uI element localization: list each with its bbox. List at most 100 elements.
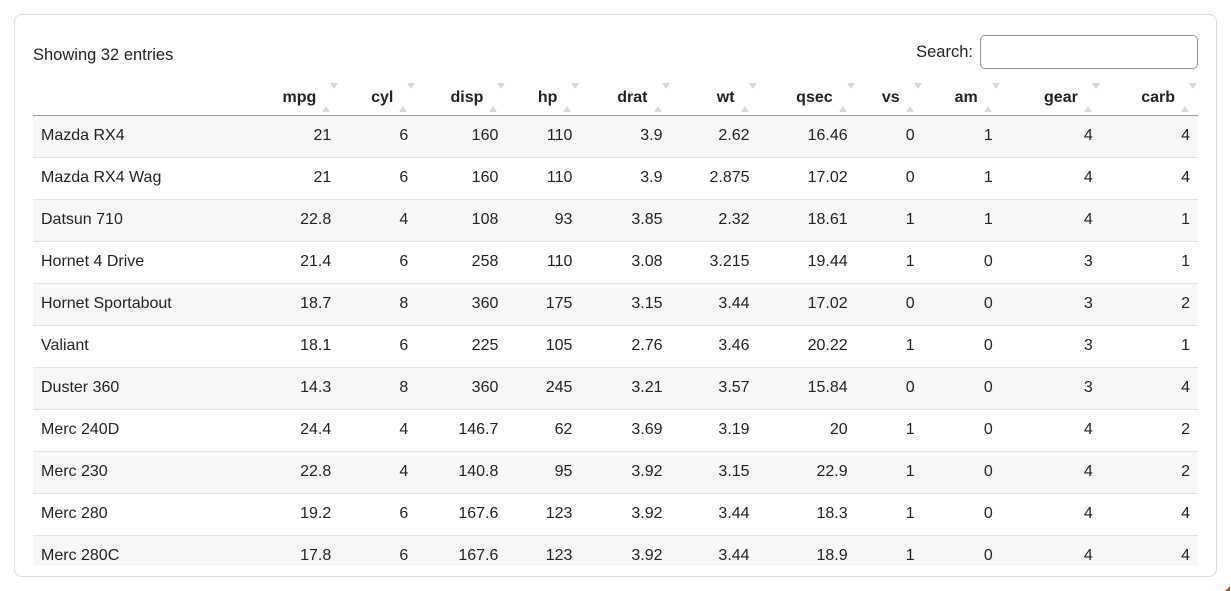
sort-desc-arrow-icon	[330, 82, 339, 106]
cell-mpg: 21	[255, 156, 340, 199]
sort-desc-arrow-icon	[1091, 82, 1100, 106]
cell-drat: 3.21	[580, 366, 671, 409]
cell-hp: 110	[546, 127, 573, 144]
cell-wt: 3.215	[670, 240, 758, 283]
row-name-cell: Mazda RX4 Wag	[33, 156, 256, 199]
cell-vs: 1	[855, 240, 923, 283]
cell-drat: 3.85	[580, 198, 671, 241]
cell-mpg: 18.1	[255, 324, 340, 367]
cell-carb: 1	[1100, 324, 1198, 367]
cell-qsec: 17.02	[757, 156, 856, 199]
search-input[interactable]	[980, 35, 1198, 69]
cell-disp: 108	[416, 198, 507, 241]
cell-qsec: 16.46	[807, 127, 848, 144]
cell-disp: 160	[471, 127, 499, 144]
cell-am: 1	[983, 127, 993, 144]
cell-cyl: 6	[399, 127, 409, 144]
cell-mpg: 17.8	[255, 534, 340, 566]
column-header-drat[interactable]: drat	[580, 79, 671, 116]
cell-carb: 2	[1100, 450, 1198, 493]
cell-drat: 3.9	[640, 127, 663, 144]
cell-gear: 3	[1000, 324, 1101, 367]
cell-qsec: 18.9	[757, 534, 856, 566]
cell-qsec: 20	[757, 408, 856, 451]
column-header-qsec[interactable]: qsec	[757, 79, 856, 116]
cell-gear: 3	[1000, 366, 1101, 409]
cell-gear: 3	[1000, 282, 1101, 325]
row-name-cell: Valiant	[33, 324, 256, 367]
sort-asc-arrow-icon	[653, 88, 662, 112]
cell-wt: 2.875	[670, 156, 758, 199]
table-scroll-region[interactable]: mpg cyl disp hp drat wt qsec vs am gear carb Mazda…	[33, 79, 1198, 566]
cell-cyl: 4	[339, 198, 417, 241]
column-header-cyl[interactable]: cyl	[339, 79, 417, 116]
cell-wt: 3.19	[670, 408, 758, 451]
row-name-cell: Mazda RX4	[41, 127, 125, 144]
cell-gear: 4	[1000, 408, 1101, 451]
cell-cyl: 8	[339, 282, 417, 325]
search-group: Search:	[916, 35, 1198, 69]
column-header-mpg[interactable]: mpg	[255, 79, 340, 116]
row-name-cell: Merc 280	[33, 492, 256, 535]
sort-asc-arrow-icon	[1083, 88, 1092, 112]
cell-am: 0	[922, 450, 1001, 493]
column-header-label: drat	[617, 88, 648, 106]
cell-disp: 225	[416, 324, 507, 367]
cell-drat: 3.92	[580, 492, 671, 535]
cell-cyl: 6	[339, 324, 417, 367]
column-header-hp[interactable]: hp	[506, 79, 581, 116]
search-label: Search:	[916, 42, 973, 61]
cell-wt: 3.57	[670, 366, 758, 409]
column-header-carb[interactable]: carb	[1100, 79, 1198, 116]
column-header-vs[interactable]: vs	[855, 79, 923, 116]
cell-disp: 167.6	[416, 534, 507, 566]
sort-desc-arrow-icon	[497, 82, 506, 106]
entries-status-text: Showing 32 entries	[33, 46, 174, 64]
cell-mpg: 21	[313, 127, 332, 144]
cell-vs: 1	[855, 492, 923, 535]
cell-drat: 2.76	[580, 324, 671, 367]
cell-disp: 258	[416, 240, 507, 283]
column-header-wt[interactable]: wt	[670, 79, 758, 116]
column-header-am[interactable]: am	[922, 79, 1001, 116]
cell-drat: 3.92	[580, 450, 671, 493]
cell-drat: 3.08	[580, 240, 671, 283]
column-header-label: qsec	[796, 88, 833, 106]
cell-hp: 110	[506, 240, 581, 283]
cell-wt: 3.46	[670, 324, 758, 367]
cell-am: 1	[922, 198, 1001, 241]
sort-icon	[1181, 82, 1197, 112]
cell-vs: 1	[855, 198, 923, 241]
sort-desc-arrow-icon	[846, 82, 855, 106]
table-row: Merc 280 19.2 6 167.6 123 3.92 3.44 18.3 1 0 4 4	[33, 492, 1198, 535]
cell-drat: 3.92	[580, 534, 671, 566]
cell-cyl: 6	[339, 156, 417, 199]
sort-icon	[1083, 82, 1100, 112]
sort-icon	[563, 82, 580, 112]
sort-icon	[905, 82, 922, 112]
cell-wt: 3.44	[670, 534, 758, 566]
row-name-cell: Merc 240D	[33, 408, 256, 451]
sort-icon	[322, 82, 339, 112]
sort-desc-arrow-icon	[1189, 82, 1197, 106]
column-header-disp[interactable]: disp	[416, 79, 507, 116]
column-header-gear[interactable]: gear	[1000, 79, 1101, 116]
table-header-row: mpg cyl disp hp drat wt qsec vs am gear carb	[33, 79, 1198, 116]
row-name-cell: Merc 230	[33, 450, 256, 493]
cell-hp: 175	[506, 282, 581, 325]
cell-drat: 3.9	[580, 156, 671, 199]
cell-carb: 4	[1100, 156, 1198, 199]
column-header-label: wt	[716, 88, 735, 106]
cell-cyl: 6	[339, 240, 417, 283]
cell-vs: 1	[855, 450, 923, 493]
cell-wt: 2.62	[718, 127, 750, 144]
cell-gear: 4	[1000, 156, 1101, 199]
cell-cyl: 4	[339, 450, 417, 493]
cell-hp: 95	[506, 450, 581, 493]
cell-carb: 4	[1100, 534, 1198, 566]
row-name-cell: Merc 280C	[33, 534, 256, 566]
cell-disp: 146.7	[416, 408, 507, 451]
cell-wt: 3.44	[670, 282, 758, 325]
cell-mpg: 24.4	[255, 408, 340, 451]
row-name-cell: Hornet 4 Drive	[33, 240, 256, 283]
